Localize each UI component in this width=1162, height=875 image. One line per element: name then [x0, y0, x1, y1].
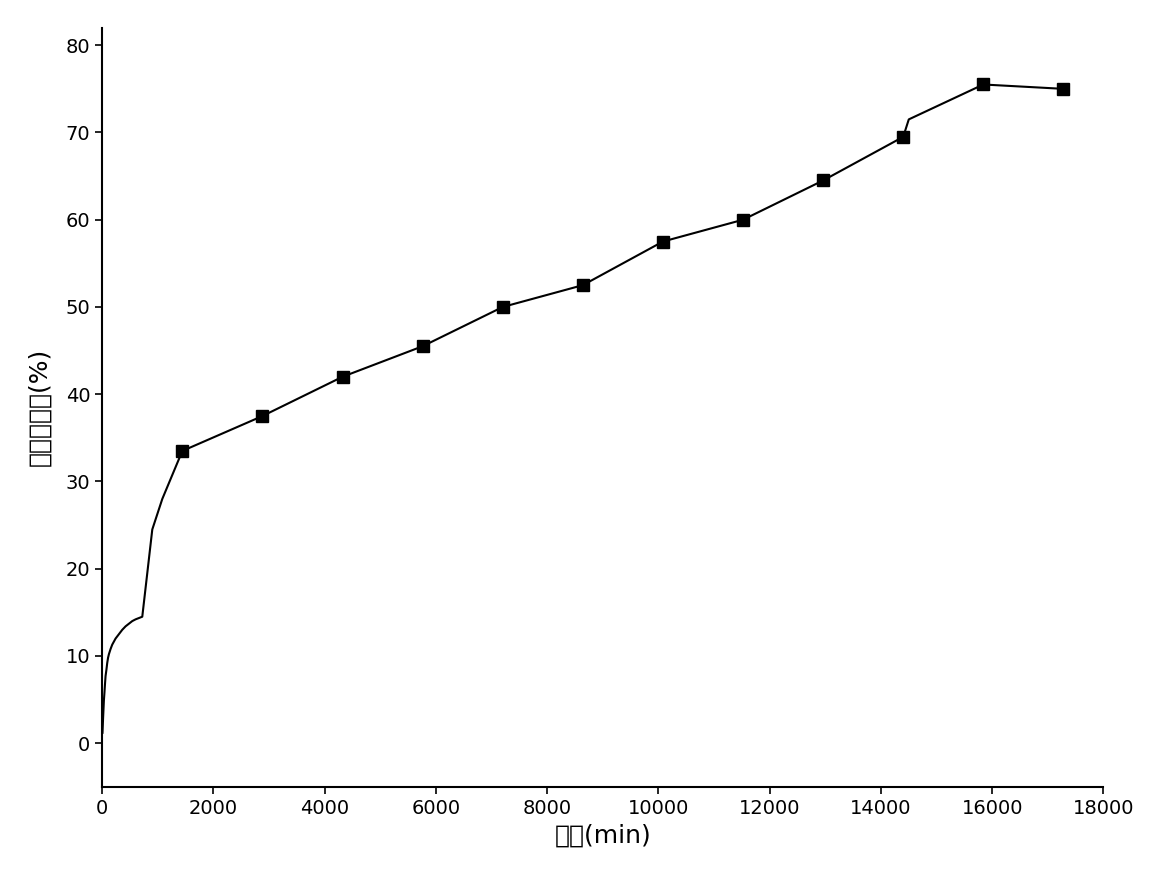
- Y-axis label: 药物释放量(%): 药物释放量(%): [28, 348, 52, 466]
- X-axis label: 时间(min): 时间(min): [554, 823, 651, 847]
